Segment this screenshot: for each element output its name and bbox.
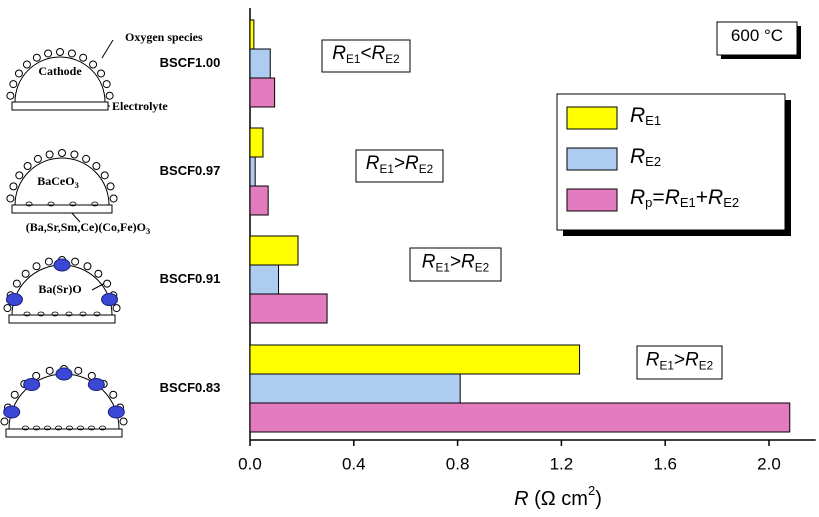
category-label: BSCF0.91 xyxy=(160,271,221,286)
oxygen-species xyxy=(10,183,17,190)
oxygen-species xyxy=(33,54,40,61)
category-label: BSCF0.83 xyxy=(160,380,221,395)
ba-sr-o xyxy=(108,406,124,418)
ba-sr-o xyxy=(24,379,40,391)
oxygen-species xyxy=(34,155,41,162)
diagram-label: Ba(Sr)O xyxy=(38,282,81,296)
oxygen-species xyxy=(75,367,82,374)
oxygen-species xyxy=(46,151,53,158)
bar xyxy=(250,128,263,157)
x-tick-label: 1.6 xyxy=(653,454,677,473)
bar xyxy=(250,186,268,215)
x-tick-label: 0.0 xyxy=(238,454,262,473)
oxygen-species xyxy=(24,162,31,169)
oxygen-species xyxy=(10,81,17,88)
oxygen-species xyxy=(7,92,14,99)
bar xyxy=(250,345,580,374)
oxygen-species xyxy=(45,258,52,265)
oxygen-species xyxy=(98,70,105,77)
bar xyxy=(250,374,460,403)
electrolyte xyxy=(9,315,115,323)
bar xyxy=(250,265,279,294)
bar xyxy=(250,294,327,323)
x-tick-label: 1.2 xyxy=(550,454,574,473)
oxygen-species xyxy=(22,270,29,277)
chart: 0.0 0.4 0.8 1.2 1.6 2.0 R (Ω cm2) BSCF1.00 BSCF0… xyxy=(0,0,819,517)
oxygen-species xyxy=(23,61,30,68)
oxygen-species xyxy=(83,155,90,162)
x-tick-label: 0.4 xyxy=(342,454,366,473)
legend-swatch xyxy=(567,107,617,129)
arrow xyxy=(102,40,113,58)
annotation: 600 °C xyxy=(731,26,783,45)
ba-sr-o xyxy=(6,294,22,306)
diagram-label: (Ba,Sr,Sm,Ce)(Co,Fe)O3 xyxy=(26,220,150,236)
bar xyxy=(250,49,270,78)
legend-swatch xyxy=(567,148,617,170)
oxygen-species xyxy=(1,418,8,425)
ba-sr-o xyxy=(54,259,70,271)
oxygen-species xyxy=(33,263,40,270)
oxygen-species xyxy=(57,49,64,56)
bar xyxy=(250,403,790,432)
category-label: BSCF1.00 xyxy=(160,55,221,70)
diagram-label: Cathode xyxy=(38,64,82,78)
category-label: BSCF0.97 xyxy=(160,163,221,178)
oxygen-species xyxy=(68,50,75,57)
electrolyte xyxy=(6,429,122,437)
oxygen-species xyxy=(72,258,79,265)
x-tick-label: 0.8 xyxy=(446,454,470,473)
oxygen-species xyxy=(113,305,120,312)
oxygen-species xyxy=(110,391,117,398)
oxygen-species xyxy=(7,195,14,202)
x-tick-label: 2.0 xyxy=(757,454,781,473)
oxygen-species xyxy=(93,162,100,169)
oxygen-species xyxy=(46,367,53,374)
oxygen-species xyxy=(120,418,127,425)
ba-sr-o xyxy=(88,379,104,391)
oxygen-species xyxy=(95,270,102,277)
diagram-label: Electrolyte xyxy=(112,99,168,113)
oxygen-species xyxy=(59,150,66,157)
oxygen-species xyxy=(71,151,78,158)
oxygen-species xyxy=(4,305,11,312)
oxygen-species xyxy=(90,61,97,68)
oxygen-species xyxy=(107,183,114,190)
ba-sr-o xyxy=(4,406,20,418)
oxygen-species xyxy=(101,172,108,179)
oxygen-species xyxy=(15,70,22,77)
oxygen-species xyxy=(16,172,23,179)
oxygen-species xyxy=(110,195,117,202)
bar xyxy=(250,236,298,265)
oxygen-species xyxy=(104,280,111,287)
oxygen-species xyxy=(84,263,91,270)
oxygen-species xyxy=(11,391,18,398)
oxygen-species xyxy=(80,54,87,61)
electrolyte xyxy=(12,205,112,213)
electrolyte xyxy=(12,102,108,110)
bar xyxy=(250,78,275,107)
oxygen-species xyxy=(13,280,20,287)
oxygen-species xyxy=(45,50,52,57)
ba-sr-o xyxy=(102,294,118,306)
diagram-label: Oxygen species xyxy=(125,30,203,44)
diagram-label: BaCeO3 xyxy=(37,174,79,190)
ba-sr-o xyxy=(56,368,72,380)
legend-swatch xyxy=(567,189,617,211)
x-axis-label: R (Ω cm2) xyxy=(514,483,602,510)
bar xyxy=(250,157,255,186)
bar xyxy=(250,20,254,49)
oxygen-species xyxy=(103,81,110,88)
